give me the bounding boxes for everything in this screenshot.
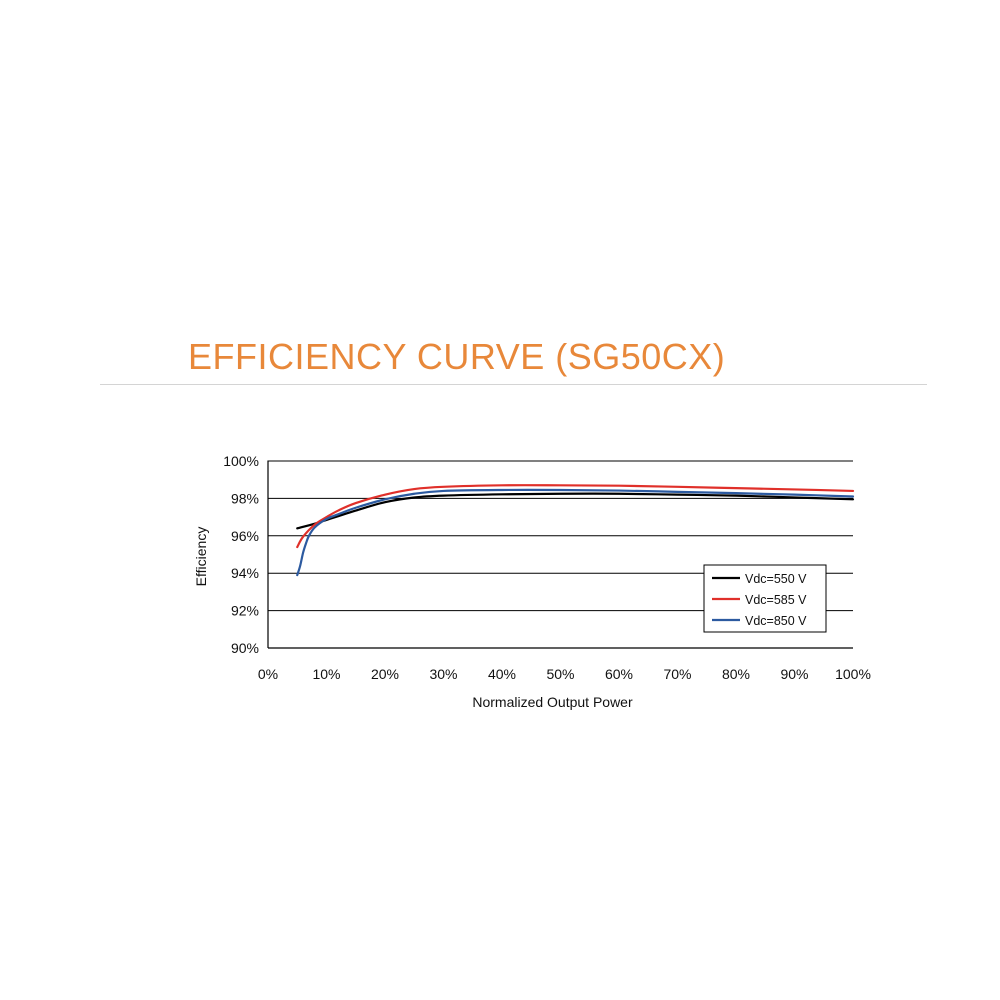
x-tick-label: 0% [258, 666, 278, 682]
x-tick-label: 80% [722, 666, 750, 682]
y-axis-label: Efficiency [193, 527, 209, 587]
y-tick-label: 94% [231, 565, 259, 581]
x-axis-label: Normalized Output Power [472, 694, 633, 710]
x-tick-label: 20% [371, 666, 399, 682]
axes [267, 460, 853, 649]
y-tick-label: 100% [223, 453, 259, 469]
y-tick-label: 92% [231, 603, 259, 619]
y-tick-label: 96% [231, 528, 259, 544]
x-tick-label: 40% [488, 666, 516, 682]
x-tick-label: 70% [663, 666, 691, 682]
x-tick-label: 100% [835, 666, 871, 682]
y-tick-label: 98% [231, 490, 259, 506]
y-tick-label: 90% [231, 640, 259, 656]
x-tick-label: 50% [546, 666, 574, 682]
legend-label: Vdc=850 V [745, 614, 807, 628]
legend: Vdc=550 V Vdc=585 V Vdc=850 V [703, 564, 827, 633]
series-line-3 [296, 488, 855, 577]
legend-label: Vdc=550 V [745, 572, 807, 586]
series-line-2 [296, 484, 855, 549]
x-tick-label: 60% [605, 666, 633, 682]
data-series [296, 484, 855, 577]
x-tick-label: 30% [429, 666, 457, 682]
page-title: EFFICIENCY CURVE (SG50CX) [188, 336, 726, 377]
tick-labels: 90% 92% 94% 96% 98% 100% 0% 10% 20% 30% 40% 50% 60% 7… [223, 453, 871, 682]
title-divider [100, 384, 927, 385]
series-line-1 [296, 492, 855, 530]
x-tick-label: 90% [780, 666, 808, 682]
x-tick-label: 10% [312, 666, 340, 682]
legend-label: Vdc=585 V [745, 593, 807, 607]
